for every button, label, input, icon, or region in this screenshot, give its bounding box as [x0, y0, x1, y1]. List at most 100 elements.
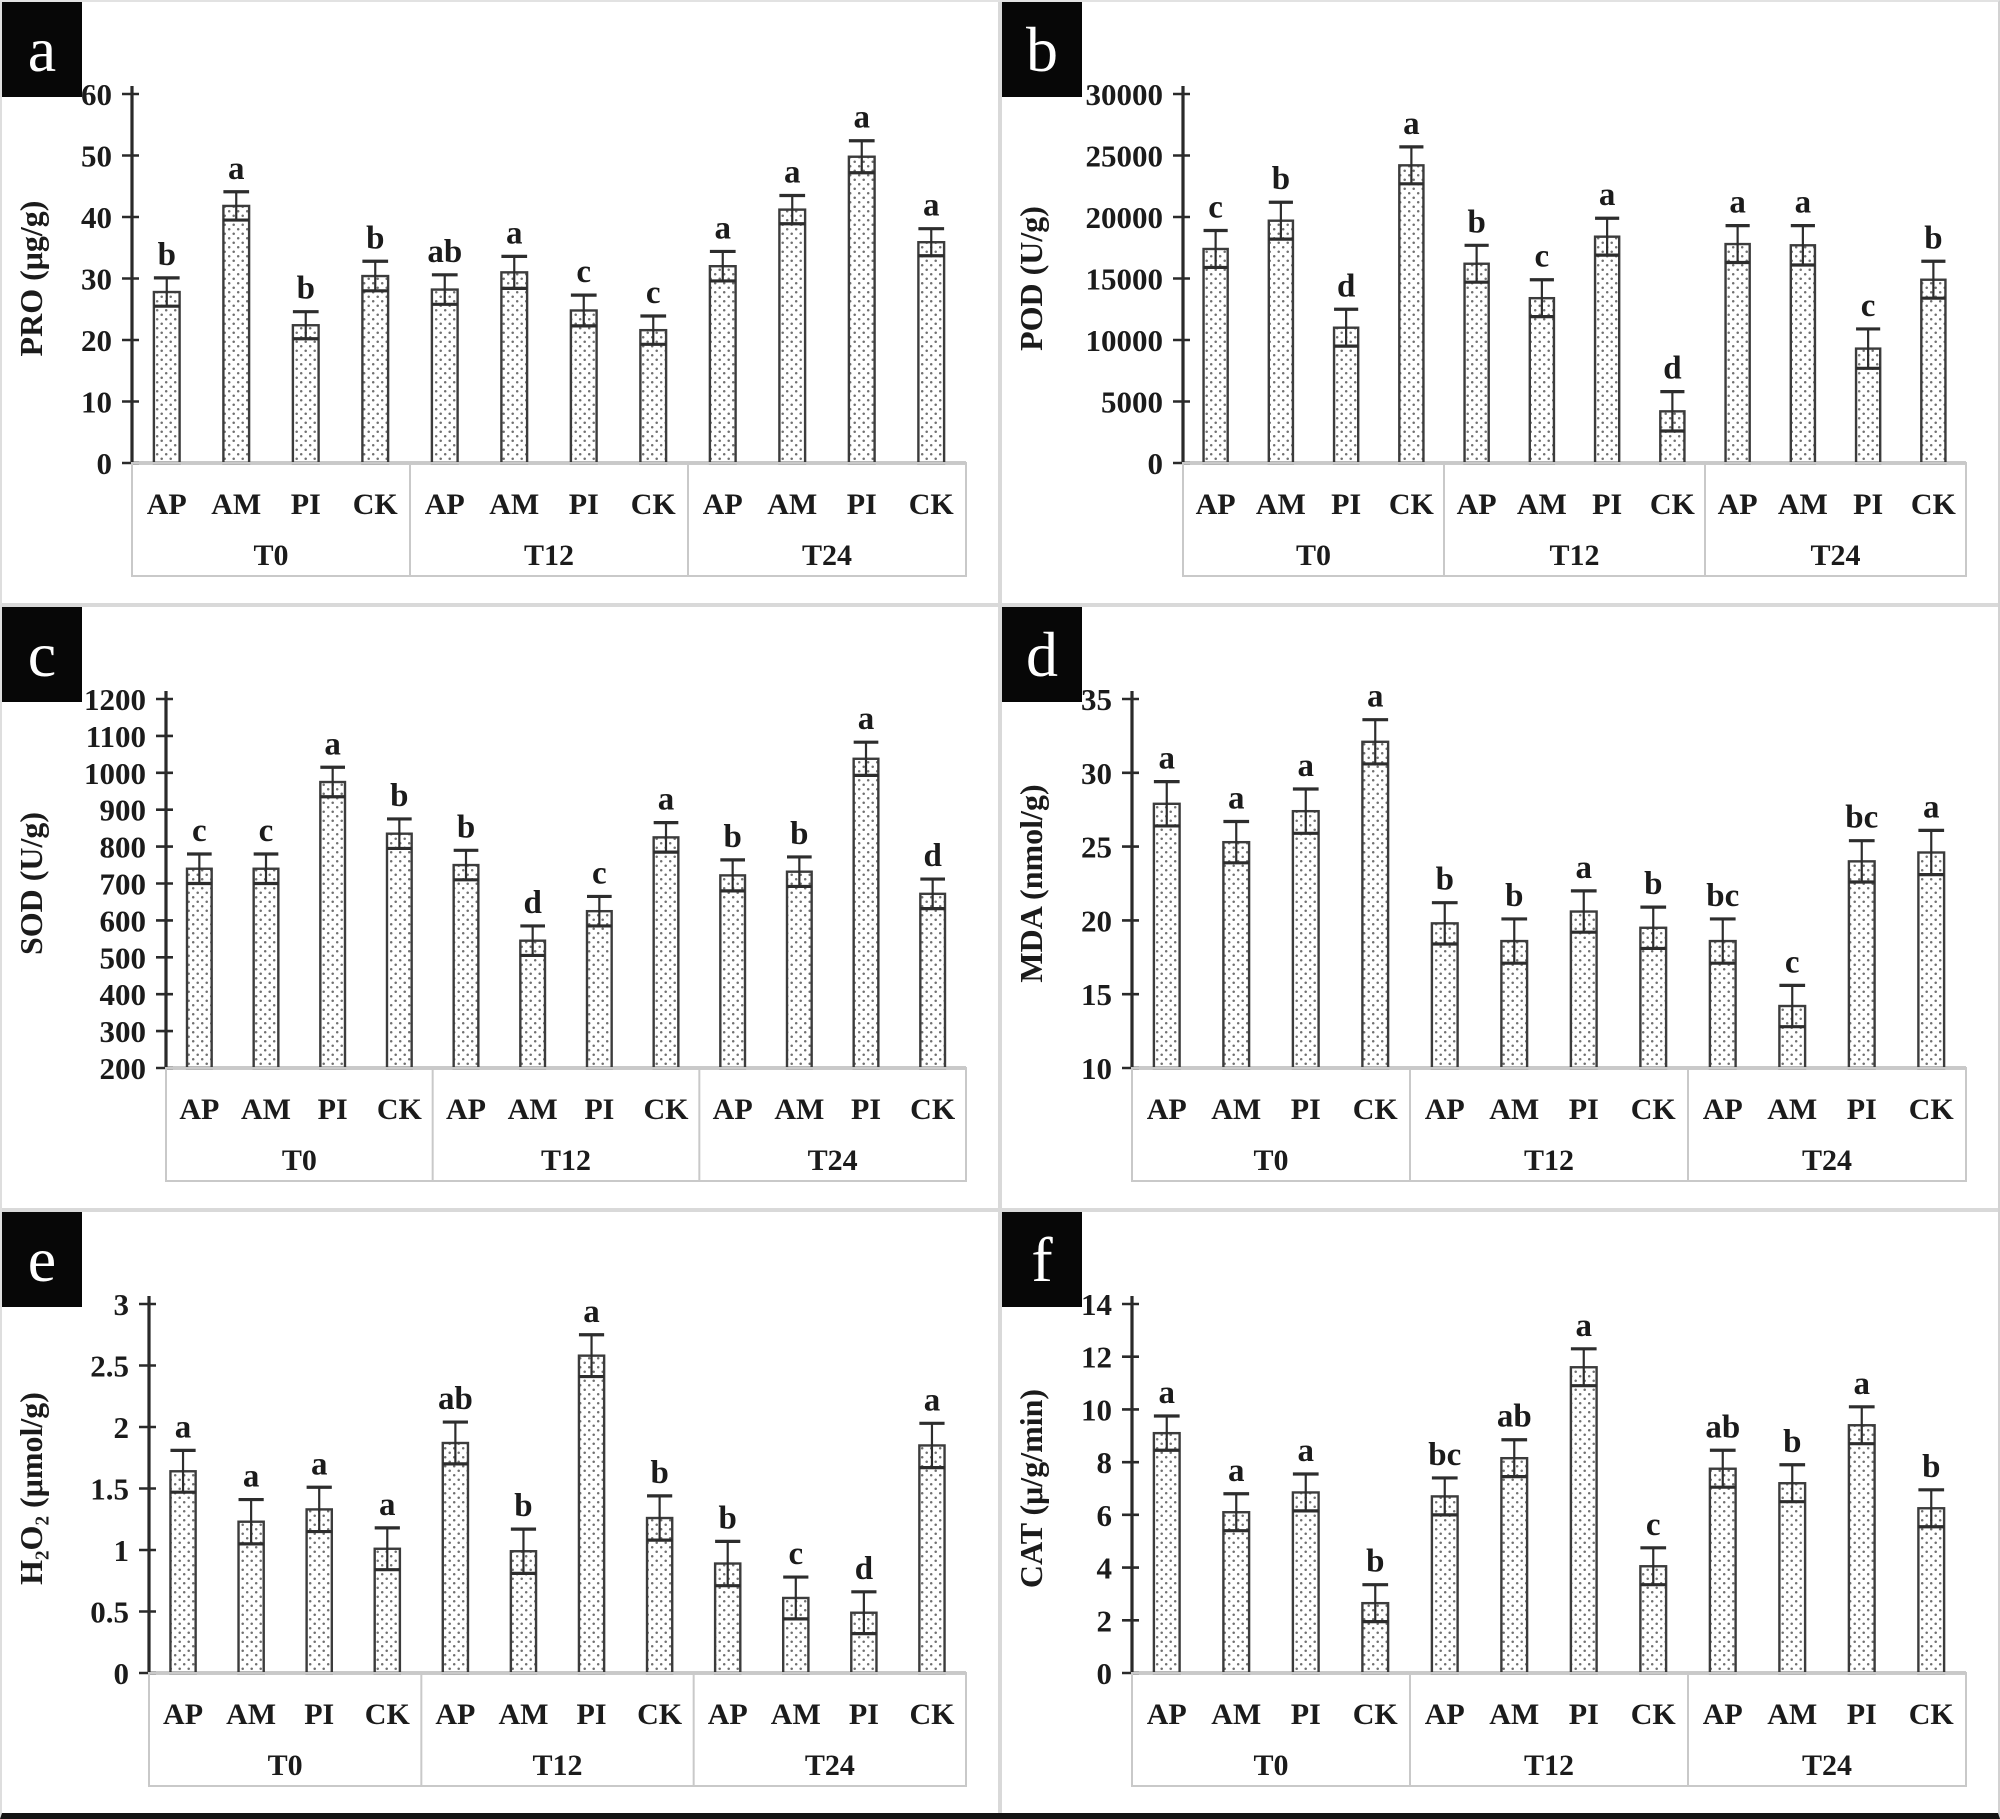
y-tick-label: 10 [1081, 1051, 1112, 1086]
treatment-label: CK [1909, 1093, 1955, 1126]
significance-letter: d [1663, 351, 1681, 387]
bar [319, 780, 347, 1070]
y-tick-label: 14 [1081, 1287, 1112, 1322]
y-tick-label: 0 [114, 1656, 130, 1691]
significance-letter: b [1922, 1449, 1940, 1485]
significance-letter: a [228, 151, 245, 187]
significance-letter: a [784, 154, 801, 190]
treatment-label: AM [1489, 1698, 1539, 1731]
significance-letter: c [788, 1536, 803, 1572]
bars-group [169, 1354, 946, 1675]
bar [577, 1354, 606, 1675]
treatment-label: CK [909, 488, 955, 521]
bar [652, 836, 680, 1070]
treatment-label: CK [377, 1093, 423, 1126]
treatment-label: CK [1631, 1698, 1677, 1731]
panel-letter-box: d [1002, 607, 1082, 702]
y-tick-label: 1 [114, 1533, 130, 1568]
treatment-label: AP [1425, 1093, 1465, 1126]
significance-letter: a [1228, 1453, 1245, 1489]
panel-c: c c c a b b d c a b b a d 200 300 400 500 600 700 800 900 10… [2, 607, 998, 1208]
y-tick-label: 600 [100, 903, 147, 938]
y-tick-label: 30 [1081, 756, 1112, 791]
significance-letter: b [457, 809, 475, 845]
bar [1920, 278, 1947, 465]
bar [778, 208, 807, 465]
category-table: AP AM PI CK AP AM PI CK AP AM PI CK T0 T12 T24 [1131, 1672, 1967, 1787]
significance-letter: a [506, 215, 523, 251]
significance-letters-group: c c a b b d c a b b a d [192, 701, 942, 921]
time-group-label: T24 [1802, 1144, 1852, 1177]
category-table-border [165, 1067, 967, 1182]
bar [917, 241, 946, 465]
significance-letter: ab [1497, 1399, 1532, 1435]
axes-group [1181, 86, 1966, 465]
y-axis-title: H₂O₂ (μmol/g) [13, 1392, 49, 1585]
significance-letter: c [592, 855, 607, 891]
y-ticks-group: 10 15 20 25 30 35 [1081, 682, 1139, 1086]
significance-letter: a [379, 1487, 396, 1523]
treatment-label: AP [446, 1093, 486, 1126]
bar [1708, 1467, 1737, 1675]
significance-letter: a [1403, 106, 1420, 142]
treatment-label: PI [1847, 1093, 1877, 1126]
y-tick-label: 60 [81, 77, 112, 112]
significance-letter: a [923, 188, 940, 224]
error-bars-group [153, 139, 945, 346]
treatment-label: AM [498, 1698, 548, 1731]
treatment-label: PI [584, 1093, 614, 1126]
axes-group [1130, 691, 1966, 1070]
bars-group [1152, 1366, 1946, 1675]
significance-letter: a [1367, 679, 1384, 715]
significance-letter: b [1924, 220, 1942, 256]
treatment-label: CK [631, 488, 677, 521]
treatment-label: PI [1569, 1698, 1599, 1731]
bar [569, 309, 598, 465]
panel-d: d a a a a b b a b bc c bc a 10 15 20 25 30 35 MDA (nmol/g)… [1002, 607, 1998, 1208]
significance-letter: a [854, 100, 871, 136]
treatment-label: AP [1196, 488, 1236, 521]
time-group-label: T12 [1524, 1749, 1574, 1782]
bar [1463, 262, 1490, 465]
significance-letter: a [583, 1294, 600, 1330]
time-group-label: T24 [1810, 539, 1860, 572]
time-group-label: T24 [805, 1749, 855, 1782]
significance-letter: bc [1428, 1437, 1461, 1473]
significance-letter: c [192, 813, 207, 849]
time-group-label: T0 [268, 1749, 303, 1782]
significance-letter: ab [1705, 1409, 1740, 1445]
significance-letter: b [1505, 878, 1523, 914]
bar [430, 288, 459, 465]
treatment-label: AM [508, 1093, 558, 1126]
bar [237, 1520, 265, 1675]
time-group-label: T24 [808, 1144, 858, 1177]
significance-letter: b [1467, 204, 1485, 240]
significance-letter: c [1785, 944, 1800, 980]
significance-letter: b [1644, 866, 1662, 902]
y-tick-label: 25 [1081, 830, 1112, 865]
time-group-label: T24 [802, 539, 852, 572]
treatment-label: CK [1631, 1093, 1677, 1126]
panel-letter: e [27, 1223, 57, 1295]
time-group-label: T0 [253, 539, 288, 572]
bar [500, 271, 529, 465]
category-table-border [1182, 462, 1967, 577]
panel-f: f a a a b bc ab a c ab b a b 0 2 4 6 8 10 12 14 CAT (μ/g/min… [1002, 1212, 1998, 1813]
significance-letter: a [1159, 741, 1176, 777]
significance-letter: a [1298, 748, 1315, 784]
treatment-label: AM [1211, 1093, 1261, 1126]
bar [1847, 1424, 1876, 1675]
bar [585, 909, 613, 1070]
panel-letter-box: b [1002, 2, 1082, 97]
time-group-label: T12 [1524, 1144, 1574, 1177]
treatment-label: AP [1718, 488, 1758, 521]
treatment-label: AM [1256, 488, 1306, 521]
time-group-label: T0 [282, 1144, 317, 1177]
treatment-label: PI [851, 1093, 881, 1126]
category-table-border [1131, 1067, 1967, 1182]
